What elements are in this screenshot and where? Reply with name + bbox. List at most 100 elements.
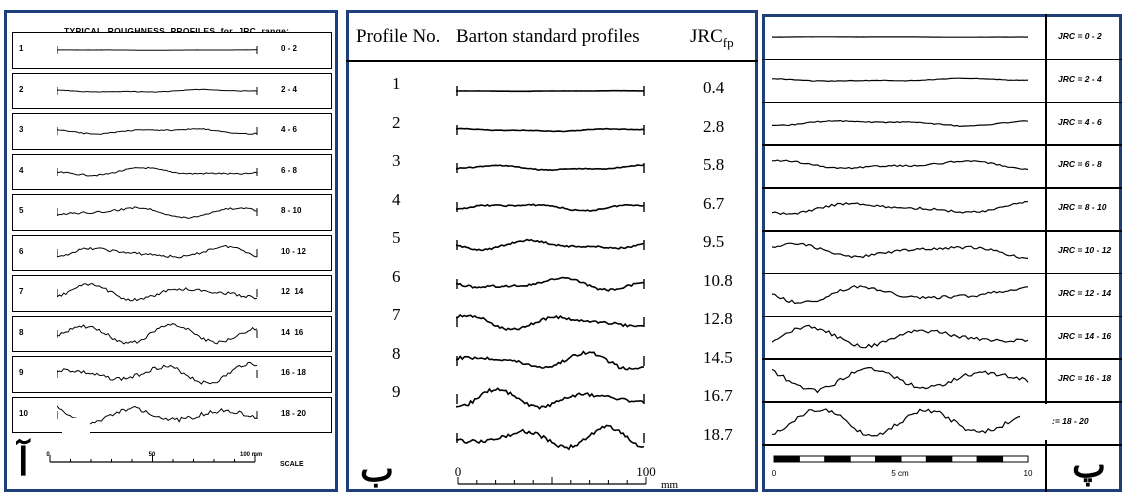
- profile-curve: [456, 424, 645, 450]
- profile-curve: [456, 124, 645, 135]
- row-number: 7: [19, 287, 24, 296]
- scale-segment: [824, 455, 851, 463]
- profile-curve: [57, 86, 258, 95]
- roughness-profile: [772, 201, 1029, 216]
- scale-segment: [1002, 455, 1029, 463]
- jrc-value: 18.7: [703, 424, 733, 444]
- panel-b-frame: [346, 10, 758, 492]
- profile-curve: [57, 361, 258, 385]
- panel-b-letter: ب: [360, 449, 394, 489]
- scale-label-100: 100: [636, 464, 656, 479]
- roughness-profile: [456, 424, 645, 450]
- scale-segment: [976, 455, 1004, 463]
- panel-a-row: 5 8 - 10: [12, 194, 332, 231]
- header-jrc-text: JRC: [690, 26, 723, 47]
- row-divider: [762, 187, 1122, 189]
- roughness-profile: [57, 361, 258, 385]
- jrc-range-label: 6 - 8: [281, 165, 298, 175]
- roughness-profile: [57, 322, 258, 345]
- row-number: 4: [19, 165, 24, 175]
- row-divider: [762, 144, 1122, 146]
- scale-segment: [773, 455, 800, 463]
- roughness-profile: [57, 49, 257, 51]
- profile-curve: [456, 313, 645, 331]
- row-divider: [762, 401, 1122, 403]
- roughness-profile: [456, 127, 645, 132]
- profile-curve: [57, 322, 258, 345]
- panel-c: JRC = 0 - 2 JRC = 2 - 4 JRC = 4 - 6 JRC = 6…: [762, 0, 1124, 492]
- jrc-range-label: 16 - 18: [281, 368, 306, 377]
- jrc-label: := 18 - 20: [1052, 416, 1089, 427]
- roughness-profile: [57, 206, 258, 219]
- profile-number: 1: [392, 74, 401, 93]
- jrc-range-label: 10 - 12: [281, 246, 306, 256]
- panel-a: TYPICAL ROUGHNESS PROFILES for JRC range…: [0, 0, 340, 492]
- jrc-value: 0.4: [703, 78, 725, 97]
- roughness-profile: [456, 164, 645, 172]
- profile-number: 4: [392, 189, 401, 209]
- jrc-value: 2.8: [703, 116, 725, 136]
- profile-number: 6: [392, 266, 401, 286]
- profile-curve: [772, 159, 1029, 171]
- panel-a-row: 2 2 - 4: [12, 72, 332, 109]
- profile-curve: [456, 238, 645, 252]
- panel-a-row: 10 18 - 20: [12, 396, 332, 433]
- profile-number: 2: [392, 112, 401, 132]
- panel-b-scale: 0 100 mm: [455, 464, 679, 490]
- scale-label-0: 0: [772, 469, 777, 478]
- jrc-label: JRC = 2 - 4: [1058, 73, 1102, 84]
- roughness-profile: [772, 408, 1029, 437]
- row-number: 9: [19, 368, 24, 377]
- jrc-value: 9.5: [703, 232, 725, 251]
- panel-c-letter: پ: [1072, 445, 1106, 485]
- panel-a-row: 6 10 - 12: [12, 234, 332, 271]
- scale-segment: [875, 455, 902, 463]
- jrc-range-label: 14 16: [281, 327, 304, 337]
- jrc-label: JRC = 12 - 14: [1058, 287, 1112, 298]
- scale-segment: [900, 455, 927, 463]
- profile-curve: [772, 324, 1029, 348]
- panel-a-row: 8 14 16: [12, 315, 332, 352]
- row-divider: [762, 58, 1122, 61]
- jrc-range-label: 8 - 10: [281, 206, 302, 215]
- row-divider: [762, 358, 1122, 360]
- panel-a-row: 9 16 - 18: [12, 356, 332, 393]
- header-jrc-sub: fp: [722, 34, 734, 50]
- row-divider: [762, 272, 1122, 275]
- jrc-value: 16.7: [703, 386, 733, 405]
- roughness-profile: [772, 119, 1029, 127]
- panel-b-header: Profile No. Barton standard profiles JRC…: [346, 10, 758, 62]
- roughness-profile: [57, 405, 258, 424]
- row-divider: [762, 444, 1122, 446]
- profile-curve: [57, 127, 258, 135]
- panel-a-frame: [4, 10, 338, 492]
- jrc-value: 12.8: [703, 309, 733, 328]
- scale-label-0: 0: [455, 464, 462, 479]
- jrc-value: 5.8: [703, 155, 725, 174]
- profile-curve: [57, 166, 258, 177]
- header-barton-title: Barton standard profiles: [456, 26, 640, 47]
- roughness-profile: [456, 313, 645, 331]
- panel-a-scale: 0 50 100 mm SCALE: [46, 452, 304, 468]
- jrc-range-label: 0 - 2: [281, 44, 298, 53]
- profile-curve: [772, 284, 1029, 304]
- roughness-profile: [772, 284, 1029, 304]
- jrc-value: 10.8: [703, 270, 733, 290]
- row-number: 3: [19, 125, 24, 134]
- profile-curve: [456, 276, 645, 292]
- panel-a-letter: آ: [18, 442, 29, 484]
- row-divider: [762, 230, 1122, 232]
- panel-b: Profile No. Barton standard profiles JRC…: [346, 0, 758, 492]
- roughness-profile: [456, 276, 645, 292]
- roughness-profile: [57, 244, 258, 258]
- scale-title: SCALE: [280, 461, 304, 468]
- row-number: 8: [19, 327, 24, 337]
- jrc-label: JRC = 16 - 18: [1058, 373, 1112, 384]
- panel-a-row: 3 4 - 6: [12, 113, 332, 150]
- profile-number: 5: [392, 228, 401, 247]
- jrc-range-label: 18 - 20: [281, 408, 306, 418]
- scale-segment: [951, 455, 978, 463]
- roughness-profile: [456, 349, 645, 371]
- header-jrc: JRCfp: [690, 26, 734, 51]
- profile-curve: [772, 119, 1029, 127]
